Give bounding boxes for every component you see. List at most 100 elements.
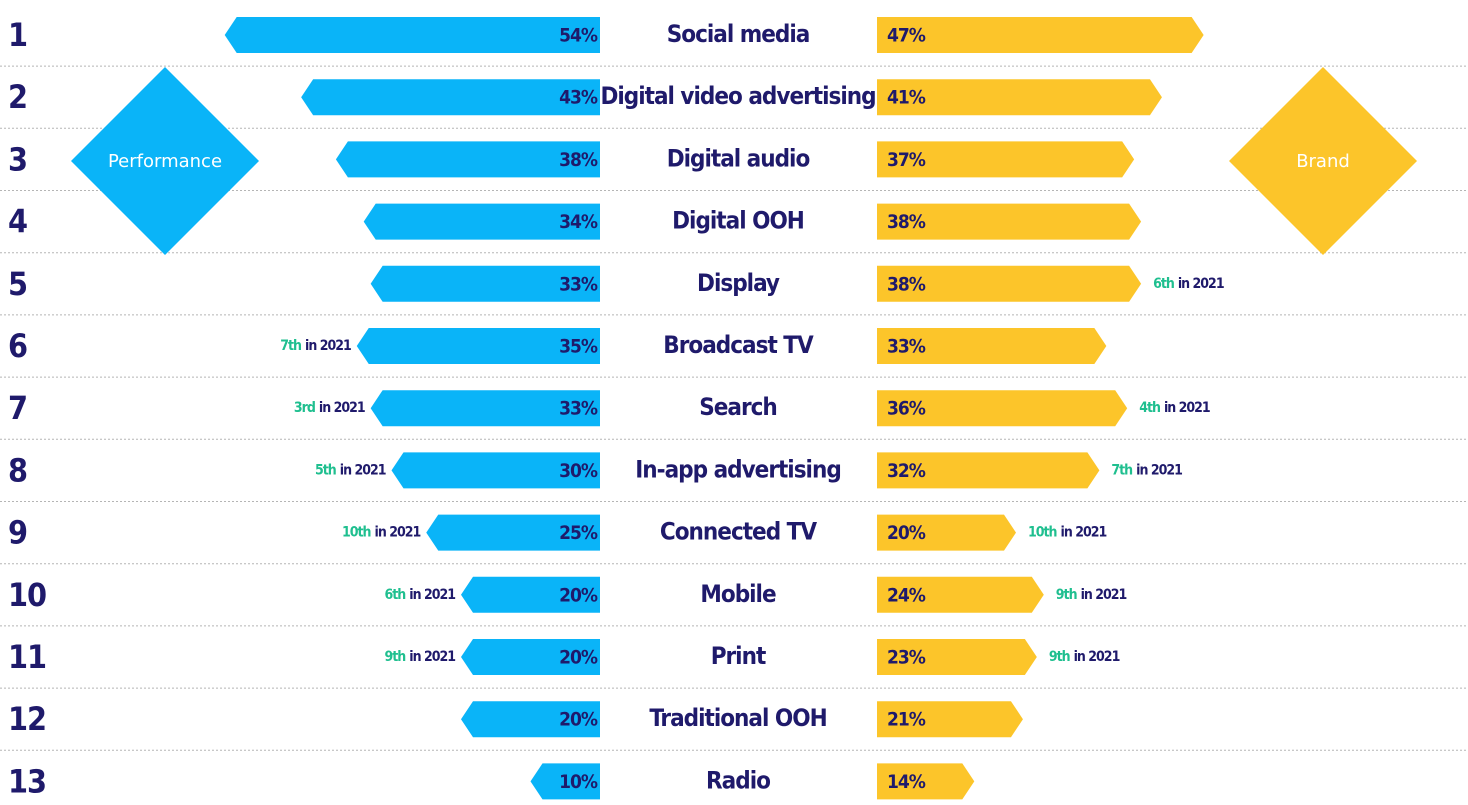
rank-note-rank: 3rd xyxy=(294,400,315,416)
value-label: 20% xyxy=(559,647,598,669)
rank-note: 7th in 2021 xyxy=(280,338,351,354)
value-label: 33% xyxy=(887,336,926,358)
brand-bar xyxy=(877,141,1135,178)
rank-note: 4th in 2021 xyxy=(1139,400,1210,416)
performance-bar xyxy=(461,701,600,738)
category-label: Mobile xyxy=(700,580,776,608)
rank: 10 xyxy=(8,576,46,614)
rank-note-rank: 10th xyxy=(1028,525,1057,541)
rank: 5 xyxy=(8,265,27,303)
rank-note-rank: 7th xyxy=(1111,462,1132,478)
category-label: Social media xyxy=(667,20,810,48)
rank-note-suffix: in 2021 xyxy=(409,649,455,665)
brand-bar xyxy=(877,79,1162,116)
brand-bar xyxy=(877,639,1037,675)
rank-note-suffix: in 2021 xyxy=(1061,525,1107,541)
performance-bar xyxy=(335,141,600,178)
value-label: 41% xyxy=(887,87,926,109)
rank: 2 xyxy=(8,78,27,116)
performance-bar xyxy=(356,328,600,364)
rank: 4 xyxy=(8,203,27,241)
rank-note: 6th in 2021 xyxy=(385,587,456,603)
value-label: 38% xyxy=(559,149,598,171)
rank: 8 xyxy=(8,451,27,489)
value-label: 38% xyxy=(887,273,926,295)
brand-bar xyxy=(877,17,1204,53)
value-label: 20% xyxy=(559,709,598,731)
rank-note-rank: 6th xyxy=(385,587,406,603)
rank-note-suffix: in 2021 xyxy=(1074,649,1120,665)
rank-note: 9th in 2021 xyxy=(385,649,456,665)
value-label: 20% xyxy=(559,584,598,606)
value-label: 36% xyxy=(887,398,926,420)
rank-note-suffix: in 2021 xyxy=(409,587,455,603)
legend-label: Performance xyxy=(108,151,222,172)
value-label: 33% xyxy=(559,273,598,295)
rank-note: 9th in 2021 xyxy=(1056,587,1127,603)
rank: 3 xyxy=(8,140,27,178)
category-label: Digital audio xyxy=(667,144,810,172)
value-label: 54% xyxy=(559,25,598,47)
rank-note: 5th in 2021 xyxy=(315,462,386,478)
category-label: Digital video advertising xyxy=(600,82,875,110)
rank-note-rank: 9th xyxy=(385,649,406,665)
brand-bar xyxy=(877,514,1016,551)
value-label: 30% xyxy=(559,460,598,482)
rank-note-rank: 9th xyxy=(1056,587,1077,603)
rank-note: 10th in 2021 xyxy=(1028,525,1106,541)
performance-bar xyxy=(391,452,600,489)
rank-note-suffix: in 2021 xyxy=(375,525,421,541)
brand-bar xyxy=(877,452,1100,489)
performance-bar xyxy=(370,265,600,302)
rank: 7 xyxy=(8,389,27,427)
rank-note: 3rd in 2021 xyxy=(294,400,365,416)
brand-bar xyxy=(877,265,1142,302)
rank: 13 xyxy=(8,762,46,800)
rank-note-suffix: in 2021 xyxy=(1081,587,1127,603)
brand-bar xyxy=(877,390,1128,427)
rank: 6 xyxy=(8,327,27,365)
value-label: 34% xyxy=(559,211,598,233)
rank-note-rank: 4th xyxy=(1139,400,1160,416)
value-label: 24% xyxy=(887,584,926,606)
rank-note: 7th in 2021 xyxy=(1111,462,1182,478)
performance-bar xyxy=(363,203,600,240)
category-label: Display xyxy=(697,269,780,297)
brand-bar xyxy=(877,701,1023,738)
rank: 1 xyxy=(8,16,27,54)
value-label: 47% xyxy=(887,25,926,47)
value-label: 25% xyxy=(559,522,598,544)
rank-note: 9th in 2021 xyxy=(1049,649,1120,665)
rank-note-suffix: in 2021 xyxy=(1164,400,1210,416)
rank: 9 xyxy=(8,514,27,552)
performance-bar xyxy=(301,79,600,116)
performance-bar xyxy=(224,17,600,53)
value-label: 33% xyxy=(559,398,598,420)
rank-note-rank: 5th xyxy=(315,462,336,478)
legend-diamond xyxy=(71,67,259,255)
brand-bar xyxy=(877,763,975,800)
category-label: Connected TV xyxy=(660,518,818,546)
category-label: In-app advertising xyxy=(635,455,841,483)
value-label: 14% xyxy=(887,771,926,793)
brand-bar xyxy=(877,576,1044,613)
rank-note-suffix: in 2021 xyxy=(1136,462,1182,478)
value-label: 21% xyxy=(887,709,926,731)
rank-note-suffix: in 2021 xyxy=(305,338,351,354)
value-label: 10% xyxy=(559,771,598,793)
category-label: Print xyxy=(711,642,766,670)
category-label: Search xyxy=(699,393,777,421)
value-label: 20% xyxy=(887,522,926,544)
brand-bar xyxy=(877,328,1107,364)
rank-note-suffix: in 2021 xyxy=(319,400,365,416)
rank-note-suffix: in 2021 xyxy=(340,462,386,478)
category-label: Traditional OOH xyxy=(649,704,826,732)
performance-bar xyxy=(370,390,600,427)
rank: 11 xyxy=(8,638,46,676)
category-label: Radio xyxy=(706,766,770,794)
brand-bar xyxy=(877,203,1142,240)
performance-bar xyxy=(426,514,600,551)
category-label: Broadcast TV xyxy=(663,331,814,359)
value-label: 35% xyxy=(559,336,598,358)
